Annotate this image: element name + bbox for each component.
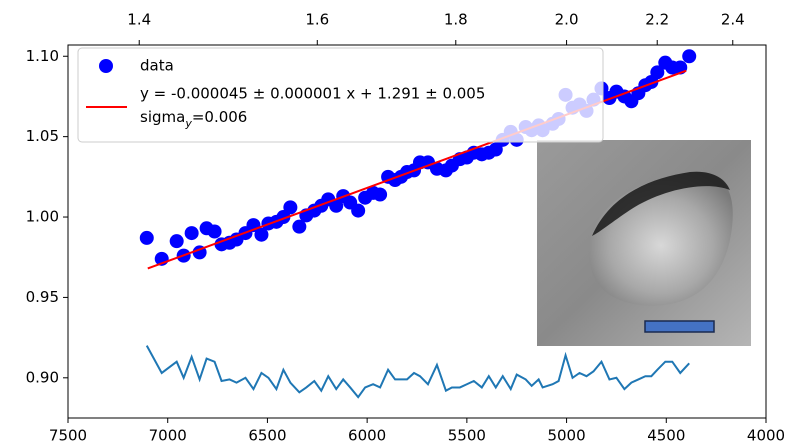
- x-tick-label: 4000: [747, 427, 785, 445]
- x-tick-label: 7000: [149, 427, 187, 445]
- legend-label: y = -0.000045 ± 0.000001 x + 1.291 ± 0.0…: [140, 85, 485, 103]
- x2-tick-label: 1.8: [444, 11, 468, 29]
- legend-note-subscript: y: [184, 117, 192, 130]
- x2-tick-label: 2.2: [645, 11, 669, 29]
- y-tick-label: 0.95: [26, 288, 59, 306]
- legend: data y = -0.000045 ± 0.000001 x + 1.291 ±…: [77, 47, 604, 143]
- inset-scale-bar: [644, 320, 715, 333]
- x-tick-label: 7500: [49, 427, 87, 445]
- x-tick-label: 4500: [647, 427, 685, 445]
- y-tick-label: 1.05: [26, 127, 59, 145]
- series-line: [145, 345, 690, 399]
- inset-image: [537, 140, 751, 346]
- x2-tick-label: 2.0: [555, 11, 579, 29]
- data-point: [207, 224, 222, 239]
- data-point: [650, 65, 665, 80]
- y-tick-label: 1.00: [26, 208, 59, 226]
- data-point: [169, 234, 184, 249]
- data-point: [373, 187, 388, 202]
- x2-tick-label: 1.4: [127, 11, 151, 29]
- x2-tick-label: 2.4: [721, 11, 745, 29]
- y-tick-label: 1.10: [26, 47, 59, 65]
- x-tick-label: 5500: [448, 427, 486, 445]
- x-tick-label: 6500: [248, 427, 286, 445]
- axes-frame: [67, 44, 767, 419]
- y-tick-label: 0.90: [26, 368, 59, 386]
- legend-box: [77, 47, 604, 143]
- data-point: [184, 226, 199, 241]
- legend-marker: [99, 59, 113, 73]
- x-tick-label: 5000: [547, 427, 585, 445]
- legend-note: sigmay=0.006: [140, 108, 247, 130]
- legend-note-text: sigma: [140, 108, 185, 126]
- legend-label: data: [140, 57, 174, 75]
- legend-note-suffix: =0.006: [192, 108, 248, 126]
- data-point: [292, 219, 307, 234]
- data-point: [283, 200, 298, 215]
- x-tick-label: 6000: [348, 427, 386, 445]
- x2-tick-label: 1.6: [305, 11, 329, 29]
- data-point: [351, 203, 366, 218]
- data-point: [682, 49, 697, 64]
- data-point: [254, 227, 269, 242]
- data-point: [488, 142, 503, 157]
- data-point: [329, 198, 344, 213]
- inset-shadow: [592, 171, 730, 236]
- data-point: [139, 230, 154, 245]
